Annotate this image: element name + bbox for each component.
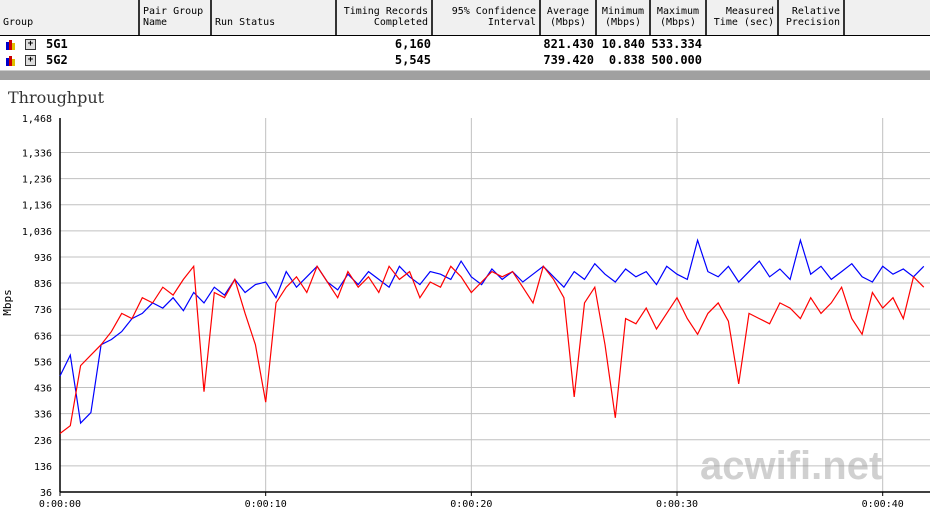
y-tick-label: 436 (34, 384, 52, 395)
maximum: 500.000 (651, 53, 702, 67)
chart-title: Throughput (8, 88, 105, 107)
watermark: acwifi.net (700, 444, 883, 488)
col-relative-precision[interactable]: Relative Precision (779, 0, 845, 35)
col-confidence-interval[interactable]: 95% Confidence Interval (433, 0, 541, 35)
x-tick-label: 0:00:20 (450, 499, 492, 510)
minimum: 10.840 (601, 37, 645, 51)
y-tick-label: 536 (34, 357, 52, 368)
series-line-5g2 (59, 264, 925, 434)
y-tick-label: 1,236 (22, 175, 52, 186)
y-tick-label: 1,468 (22, 114, 52, 125)
table-row[interactable]: + 5G1 6,160 821.430 10.840 533.334 (0, 36, 930, 52)
table-row[interactable]: + 5G2 5,545 739.420 0.838 500.000 (0, 52, 930, 68)
group-name: 5G1 (46, 37, 68, 51)
throughput-chart: 1,468 1,336 1,236 1,136 1,036 936 836 736 636 536… (22, 114, 930, 510)
y-tick-label: 636 (34, 331, 52, 342)
x-tick-label: 0:00:40 (862, 499, 904, 510)
average: 821.430 (543, 37, 594, 51)
col-pair-group-name[interactable]: Pair Group Name (140, 0, 212, 35)
y-tick-label: 1,336 (22, 148, 52, 159)
col-measured-time[interactable]: Measured Time (sec) (707, 0, 779, 35)
x-tick-label: 0:00:00 (39, 499, 81, 510)
y-tick-label: 136 (34, 462, 52, 473)
results-table-header: Group Pair Group Name Run Status Timing … (0, 0, 930, 36)
expand-icon[interactable]: + (25, 37, 36, 51)
timing-records: 6,160 (394, 37, 431, 51)
average: 739.420 (543, 53, 594, 67)
timing-records: 5,545 (394, 53, 431, 67)
y-tick-label: 36 (40, 488, 52, 499)
y-tick-label: 1,036 (22, 227, 52, 238)
y-tick-label: 736 (34, 305, 52, 316)
expand-icon[interactable]: + (25, 53, 36, 67)
col-minimum[interactable]: Minimum (Mbps) (597, 0, 651, 35)
group-chart-icon (6, 53, 17, 67)
group-chart-icon (6, 37, 17, 51)
y-tick-label: 236 (34, 436, 52, 447)
x-tick-label: 0:00:10 (245, 499, 287, 510)
col-maximum[interactable]: Maximum (Mbps) (651, 0, 707, 35)
maximum: 533.334 (651, 37, 702, 51)
y-tick-label: 936 (34, 253, 52, 264)
group-name: 5G2 (46, 53, 68, 67)
col-run-status[interactable]: Run Status (212, 0, 337, 35)
x-tick-label: 0:00:30 (656, 499, 698, 510)
splitter-bar[interactable] (0, 70, 930, 80)
col-timing-records[interactable]: Timing Records Completed (337, 0, 433, 35)
series-line-5g1 (59, 237, 925, 425)
minimum: 0.838 (608, 53, 645, 67)
y-tick-label: 336 (34, 410, 52, 421)
y-tick-label: 836 (34, 279, 52, 290)
col-average[interactable]: Average (Mbps) (541, 0, 597, 35)
y-tick-label: 1,136 (22, 201, 52, 212)
col-group[interactable]: Group (0, 0, 140, 35)
